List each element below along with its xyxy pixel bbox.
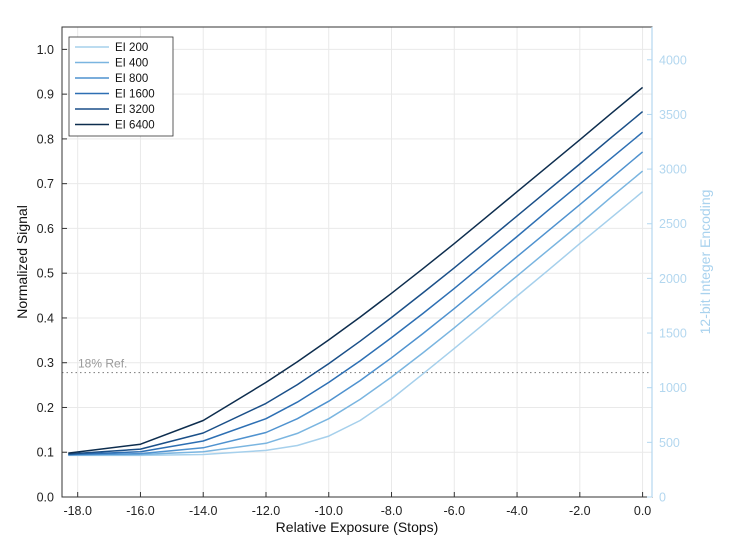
legend-label: EI 200 <box>115 42 148 54</box>
y-axis-ticks: 0.0 0.1 0.2 0.3 0.4 0.5 0.6 0.7 0.8 0.9 1.0 <box>37 43 67 505</box>
y-tick-label: 0.2 <box>37 401 54 415</box>
series-line-ei-800 <box>68 151 644 456</box>
x-tick-label: -16.0 <box>126 504 155 518</box>
y-tick-label: 0.3 <box>37 356 54 370</box>
y-tick-label: 0.8 <box>37 132 54 146</box>
x-tick-label: -2.0 <box>569 504 591 518</box>
y2-tick-label: 1500 <box>659 327 687 341</box>
legend-label: EI 3200 <box>115 104 155 116</box>
x-tick-label: -6.0 <box>444 504 466 518</box>
reference-label: 18% Ref. <box>78 357 127 371</box>
y-tick-label: 0.0 <box>37 491 54 505</box>
x-tick-label: 0.0 <box>634 504 651 518</box>
x-tick-label: -8.0 <box>381 504 403 518</box>
x-axis-ticks: -18.0 -16.0 -14.0 -12.0 -10.0 -8.0 -6.0 -4.0 -2.… <box>63 492 651 518</box>
legend-label: EI 1600 <box>115 89 155 101</box>
y2-tick-label: 2500 <box>659 217 687 231</box>
y2-axis-title: 12-bit Integer Encoding <box>697 190 713 335</box>
y2-tick-label: 3000 <box>659 163 687 177</box>
legend-label: EI 800 <box>115 73 148 85</box>
y2-tick-label: 3500 <box>659 108 687 122</box>
y2-tick-label: 500 <box>659 436 680 450</box>
reference-line-group: 18% Ref. <box>62 357 652 374</box>
x-tick-label: -18.0 <box>63 504 92 518</box>
y-tick-label: 0.4 <box>37 311 54 325</box>
x-tick-label: -14.0 <box>189 504 218 518</box>
y-tick-label: 0.5 <box>37 267 54 281</box>
series-line-ei-3200 <box>68 111 644 455</box>
legend: EI 200 EI 400 EI 800 EI 1600 EI 3200 EI 6400 <box>68 36 174 137</box>
y-tick-label: 1.0 <box>37 43 54 57</box>
y2-tick-label: 0 <box>659 491 666 505</box>
y2-axis-ticks: 0 500 1000 1500 2000 2500 3000 3500 4000 <box>647 27 687 505</box>
x-axis-title: Relative Exposure (Stops) <box>276 519 439 535</box>
legend-label: EI 400 <box>115 58 148 70</box>
legend-box <box>68 36 174 137</box>
x-tick-label: -12.0 <box>252 504 281 518</box>
series-lines <box>68 86 644 457</box>
series-line-ei-6400 <box>68 86 644 454</box>
y-tick-label: 0.1 <box>37 446 54 460</box>
y-tick-label: 0.6 <box>37 222 54 236</box>
y-tick-label: 0.9 <box>37 88 54 102</box>
y2-tick-label: 1000 <box>659 381 687 395</box>
series-line-ei-200 <box>68 191 644 457</box>
legend-label: EI 6400 <box>115 120 155 132</box>
y2-tick-label: 2000 <box>659 272 687 286</box>
y2-tick-label: 4000 <box>659 53 687 67</box>
series-line-ei-400 <box>68 170 644 456</box>
x-tick-label: -10.0 <box>315 504 344 518</box>
y-axis-title: Normalized Signal <box>14 205 30 319</box>
x-tick-label: -4.0 <box>506 504 528 518</box>
y-tick-label: 0.7 <box>37 177 54 191</box>
series-line-ei-1600 <box>68 131 644 456</box>
